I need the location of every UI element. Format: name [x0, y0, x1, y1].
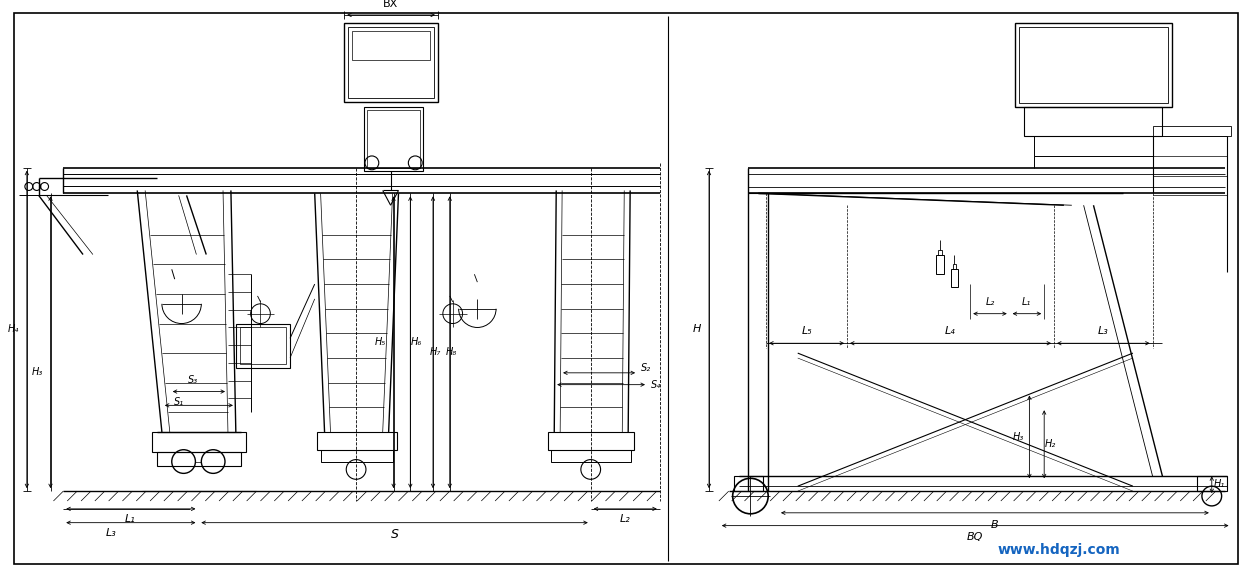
Text: L₃: L₃ [1098, 327, 1109, 336]
Bar [1019, 27, 1168, 103]
Bar [548, 432, 634, 450]
Text: L₃: L₃ [105, 527, 116, 538]
Text: S₂: S₂ [641, 363, 651, 373]
Bar [367, 110, 421, 168]
Text: BQ: BQ [967, 533, 983, 542]
Bar [551, 450, 631, 461]
Text: H₃: H₃ [31, 367, 43, 377]
Text: S₄: S₄ [651, 380, 661, 390]
Bar [364, 106, 423, 171]
Text: L₁: L₁ [1022, 297, 1032, 307]
Bar [938, 250, 942, 254]
Text: L₂: L₂ [985, 297, 994, 307]
Text: H₅: H₅ [374, 337, 386, 347]
Bar [1014, 23, 1172, 106]
Bar [1197, 476, 1227, 491]
Bar [950, 269, 959, 287]
Text: H: H [692, 324, 701, 335]
Bar [240, 328, 287, 364]
Text: H₁: H₁ [1214, 479, 1226, 489]
Bar [235, 324, 290, 368]
Text: S₁: S₁ [174, 397, 184, 407]
Text: L₅: L₅ [801, 327, 813, 336]
Text: S₃: S₃ [188, 375, 199, 385]
Text: H₈: H₈ [446, 347, 457, 357]
Bar [935, 254, 944, 274]
Text: H₂: H₂ [1044, 439, 1055, 449]
Text: H₆: H₆ [411, 337, 422, 347]
Text: H₇: H₇ [429, 347, 441, 357]
Bar [352, 31, 429, 60]
Text: L₂: L₂ [620, 514, 631, 523]
Text: S: S [391, 528, 398, 541]
Bar [1034, 136, 1153, 156]
Bar [344, 23, 438, 102]
Bar [317, 432, 397, 450]
Bar [348, 27, 434, 98]
Text: B: B [992, 519, 999, 530]
Text: H₃: H₃ [1012, 432, 1023, 442]
Bar [151, 432, 245, 452]
Bar [1153, 126, 1232, 136]
Text: BX: BX [383, 0, 398, 9]
Bar [953, 265, 957, 269]
Text: www.hdqzj.com: www.hdqzj.com [998, 543, 1121, 557]
Text: L₁: L₁ [125, 514, 135, 523]
Bar [1024, 106, 1163, 136]
Bar [321, 450, 393, 461]
Text: H₄: H₄ [8, 324, 19, 335]
Bar [734, 476, 764, 491]
Text: L₄: L₄ [945, 327, 957, 336]
Bar [156, 452, 240, 467]
